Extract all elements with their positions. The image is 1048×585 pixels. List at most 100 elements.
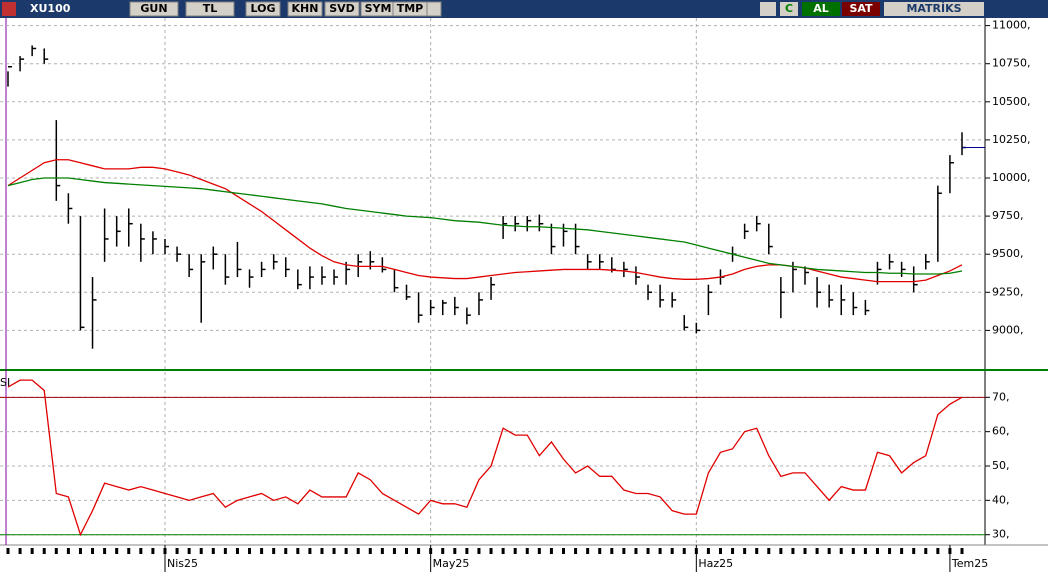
x-tick bbox=[489, 548, 493, 554]
x-tick bbox=[501, 548, 505, 554]
symbol-icon bbox=[2, 2, 16, 16]
toolbar-button[interactable] bbox=[245, 1, 281, 17]
x-tick bbox=[6, 548, 10, 554]
x-tick bbox=[103, 548, 107, 554]
y-tick-label: 10750, bbox=[992, 57, 1031, 70]
toolbar-button-label[interactable]: AL bbox=[813, 2, 829, 15]
x-tick bbox=[308, 548, 312, 554]
symbol[interactable]: XU100 bbox=[30, 2, 71, 15]
x-tick bbox=[78, 548, 82, 554]
x-tick bbox=[646, 548, 650, 554]
toolbar-button-label[interactable]: LOG bbox=[251, 2, 276, 15]
x-tick bbox=[731, 548, 735, 554]
rsi-line bbox=[7, 379, 963, 537]
moving-average bbox=[7, 177, 963, 275]
x-tick bbox=[211, 548, 215, 554]
y-tick-label: 50, bbox=[992, 459, 1010, 472]
toolbar-button-label[interactable]: SVD bbox=[329, 2, 355, 15]
x-tick bbox=[924, 548, 928, 554]
x-tick bbox=[54, 548, 58, 554]
x-tick bbox=[248, 548, 252, 554]
x-tick-label: Nis25 bbox=[167, 557, 198, 570]
x-tick bbox=[344, 548, 348, 554]
toolbar-button-label[interactable]: TL bbox=[203, 2, 218, 15]
x-tick bbox=[525, 548, 529, 554]
toolbar-button[interactable] bbox=[842, 2, 880, 16]
toolbar-button[interactable] bbox=[287, 1, 323, 17]
toolbar-button[interactable] bbox=[129, 1, 179, 17]
y-tick-label: 9250, bbox=[992, 285, 1024, 298]
x-tick bbox=[18, 548, 22, 554]
dropdown[interactable] bbox=[426, 1, 442, 17]
x-tick bbox=[187, 548, 191, 554]
toolbar-button-label[interactable]: SYM bbox=[365, 2, 392, 15]
x-tick bbox=[815, 548, 819, 554]
x-tick bbox=[199, 548, 203, 554]
x-tick bbox=[30, 548, 34, 554]
y-tick-label: 9750, bbox=[992, 209, 1024, 222]
toolbar-button[interactable] bbox=[185, 1, 235, 17]
x-tick bbox=[235, 548, 239, 554]
toolbar-button[interactable] bbox=[802, 2, 840, 16]
x-tick bbox=[284, 548, 288, 554]
panel-label: SI bbox=[0, 376, 10, 389]
x-tick bbox=[296, 548, 300, 554]
x-tick bbox=[936, 548, 940, 554]
toolbar-button-label[interactable]: TMP bbox=[397, 2, 424, 15]
y-tick-label: 70, bbox=[992, 390, 1010, 403]
x-tick bbox=[574, 548, 578, 554]
x-tick-label: May25 bbox=[433, 557, 470, 570]
toolbar-button-label[interactable]: C bbox=[785, 2, 793, 15]
toolbar-button-label[interactable]: GUN bbox=[140, 2, 167, 15]
x-tick bbox=[42, 548, 46, 554]
x-tick bbox=[670, 548, 674, 554]
x-tick bbox=[332, 548, 336, 554]
x-tick bbox=[851, 548, 855, 554]
x-tick bbox=[586, 548, 590, 554]
x-tick bbox=[767, 548, 771, 554]
x-tick bbox=[791, 548, 795, 554]
x-tick bbox=[477, 548, 481, 554]
x-tick bbox=[139, 548, 143, 554]
x-tick bbox=[320, 548, 324, 554]
x-tick bbox=[441, 548, 445, 554]
x-tick bbox=[610, 548, 614, 554]
y-tick-label: 10000, bbox=[992, 171, 1031, 184]
x-tick bbox=[127, 548, 131, 554]
toolbar-button[interactable] bbox=[324, 1, 360, 17]
y-tick-label: 9500, bbox=[992, 247, 1024, 260]
x-tick bbox=[151, 548, 155, 554]
x-tick bbox=[465, 548, 469, 554]
x-tick bbox=[706, 548, 710, 554]
x-tick bbox=[912, 548, 916, 554]
y-tick-label: 30, bbox=[992, 528, 1010, 541]
y-tick-label: 11000, bbox=[992, 19, 1031, 32]
x-tick bbox=[755, 548, 759, 554]
x-tick bbox=[622, 548, 626, 554]
x-tick-label: Tem25 bbox=[951, 557, 988, 570]
bolt-button[interactable] bbox=[760, 2, 776, 16]
x-tick bbox=[875, 548, 879, 554]
brand: MATRİKS bbox=[906, 1, 961, 15]
x-tick bbox=[682, 548, 686, 554]
toolbar-button[interactable] bbox=[780, 2, 798, 16]
y-tick-label: 10250, bbox=[992, 133, 1031, 146]
toolbar-button-label[interactable]: KHN bbox=[292, 2, 319, 15]
toolbar-button-label[interactable]: SAT bbox=[849, 2, 873, 15]
x-tick bbox=[175, 548, 179, 554]
x-tick bbox=[561, 548, 565, 554]
x-tick bbox=[549, 548, 553, 554]
x-tick bbox=[900, 548, 904, 554]
x-tick bbox=[66, 548, 70, 554]
x-tick bbox=[91, 548, 95, 554]
x-tick-label: Haz25 bbox=[698, 557, 733, 570]
x-tick bbox=[115, 548, 119, 554]
x-tick bbox=[827, 548, 831, 554]
x-tick bbox=[405, 548, 409, 554]
chart-area bbox=[0, 18, 1048, 581]
x-tick bbox=[863, 548, 867, 554]
x-tick bbox=[417, 548, 421, 554]
x-tick bbox=[960, 548, 964, 554]
x-tick bbox=[272, 548, 276, 554]
